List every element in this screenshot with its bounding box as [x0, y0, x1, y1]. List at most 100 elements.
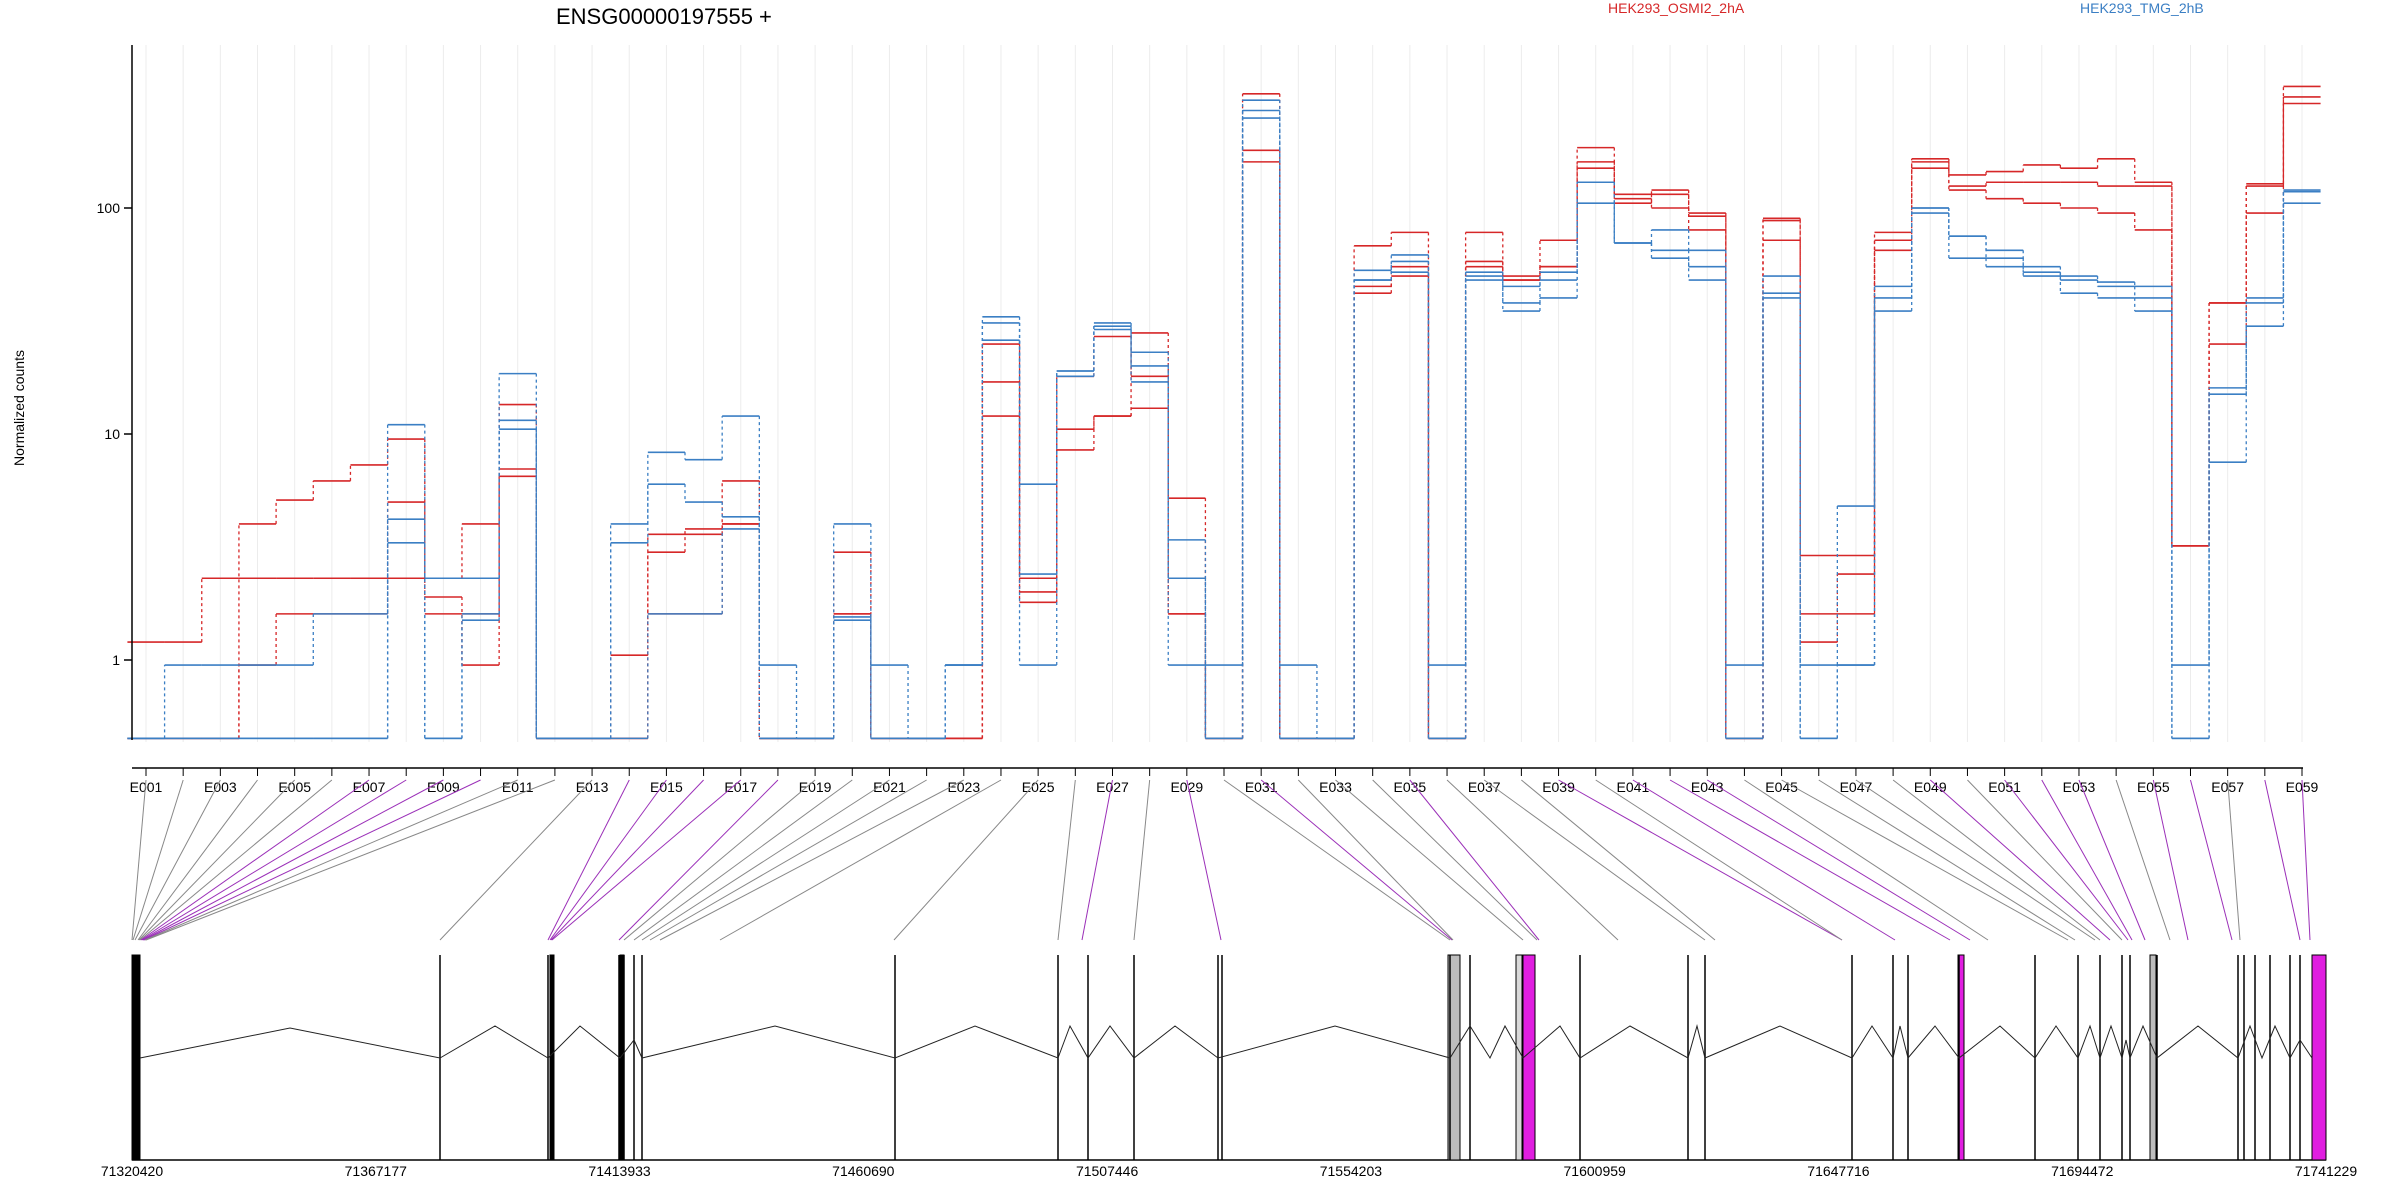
y-tick-label: 1 — [112, 652, 120, 668]
exon-connector — [1892, 779, 2101, 941]
coordinate-label: 71320420 — [101, 1163, 164, 1179]
x-tick-label: E043 — [1691, 779, 1724, 795]
exon-connector — [1186, 779, 1222, 941]
exon-connector — [1558, 779, 1843, 941]
exon-connector — [719, 779, 1002, 941]
x-tick-label: E045 — [1765, 779, 1798, 795]
exon-connector — [1967, 779, 2123, 941]
x-tick-label: E013 — [576, 779, 609, 795]
x-tick-label: E041 — [1617, 779, 1650, 795]
x-tick-label: E003 — [204, 779, 237, 795]
exon-connector — [2041, 779, 2133, 941]
exon-connector — [549, 779, 667, 941]
exon-connector — [137, 779, 258, 941]
coordinate-label: 71554203 — [1320, 1163, 1383, 1179]
coordinate-label: 71600959 — [1564, 1163, 1627, 1179]
exon-connector — [1929, 779, 2111, 941]
exon-connector — [439, 779, 593, 941]
gene-model — [131, 954, 2327, 1161]
x-tick-label: E033 — [1319, 779, 1352, 795]
exon-connector — [641, 779, 890, 941]
x-tick-label: E029 — [1170, 779, 1203, 795]
exon-connector — [143, 779, 481, 941]
exon-connector — [141, 779, 407, 941]
coordinate-label: 71413933 — [588, 1163, 651, 1179]
exon-connector — [145, 779, 556, 941]
exon-connector — [139, 779, 333, 941]
exon-connector — [1595, 779, 1843, 941]
exon-block — [131, 954, 141, 1161]
exon-connector — [1260, 779, 1453, 941]
exon-block — [549, 954, 555, 1161]
x-tick-label: E009 — [427, 779, 460, 795]
exon-connector — [2301, 779, 2311, 941]
coordinate-label: 71367177 — [345, 1163, 408, 1179]
exon-connector — [132, 779, 184, 941]
exon-connector — [144, 779, 518, 941]
exon-connector — [2004, 779, 2129, 941]
x-tick-label: E001 — [130, 779, 163, 795]
exon-connector — [1781, 779, 2069, 941]
legend-osmi: HEK293_OSMI2_2hA — [1608, 0, 1745, 16]
exon-connector — [2115, 779, 2171, 941]
x-tick-label: E017 — [724, 779, 757, 795]
exon-connector — [1446, 779, 1619, 941]
exon-connectors — [131, 779, 2311, 941]
exon-connector — [1669, 779, 1951, 941]
exon-connector — [1483, 779, 1706, 941]
legend-tmg: HEK293_TMG_2hB — [2080, 0, 2204, 16]
exon-block — [1515, 954, 1523, 1161]
coordinate-label: 71647716 — [1807, 1163, 1870, 1179]
exon-connector — [2227, 779, 2241, 941]
axes — [131, 45, 2303, 769]
exon-connector — [649, 779, 927, 941]
exon-connector — [1409, 779, 1540, 941]
exon-connector — [623, 779, 816, 941]
x-tick-label: E039 — [1542, 779, 1575, 795]
exon-connector — [550, 779, 704, 941]
exon-connector — [618, 779, 779, 941]
exon-block — [1522, 954, 1536, 1161]
exon-connector — [547, 779, 630, 941]
coordinate-label: 71741229 — [2295, 1163, 2358, 1179]
y-ticks: 1 10 100 — [97, 200, 132, 668]
y-tick-label: 100 — [97, 200, 121, 216]
coordinate-label: 71460690 — [832, 1163, 895, 1179]
x-tick-label: E049 — [1914, 779, 1947, 795]
exon-connector — [2078, 779, 2146, 941]
exon-connector — [551, 779, 742, 941]
exon-connector — [1855, 779, 2096, 941]
exon-connector — [2152, 779, 2189, 941]
series-tmg-5 — [127, 117, 2321, 740]
exon-connector — [2189, 779, 2233, 941]
exon-connector — [1081, 779, 1113, 941]
exon-block — [2311, 954, 2327, 1161]
chart-title: ENSG00000197555 + — [556, 4, 772, 29]
x-tick-label: E021 — [873, 779, 906, 795]
intron-path — [139, 1024, 2313, 1060]
exon-block — [2149, 954, 2157, 1161]
x-tick-label: E011 — [502, 779, 534, 795]
coordinate-label: 71694472 — [2051, 1163, 2114, 1179]
exon-connector — [131, 779, 147, 941]
exon-connector — [1632, 779, 1896, 941]
exon-connector — [1372, 779, 1538, 941]
x-tick-label: E027 — [1096, 779, 1129, 795]
x-tick-label: E007 — [353, 779, 386, 795]
x-tick-label: E015 — [650, 779, 683, 795]
exon-connector — [1335, 779, 1524, 941]
y-axis-label: Normalized counts — [11, 350, 27, 466]
x-tick-label: E051 — [1988, 779, 2021, 795]
x-tick-label: E031 — [1245, 779, 1278, 795]
series-layer — [127, 85, 2321, 740]
exon-connector — [1744, 779, 1989, 941]
exon-connector — [1521, 779, 1716, 941]
grid — [145, 45, 2303, 742]
exon-connector — [1297, 779, 1454, 941]
x-tick-label: E053 — [2063, 779, 2096, 795]
exon-connector — [2264, 779, 2301, 941]
x-tick-label: E025 — [1022, 779, 1055, 795]
exon-connector — [633, 779, 853, 941]
exon-connector — [1133, 779, 1151, 941]
